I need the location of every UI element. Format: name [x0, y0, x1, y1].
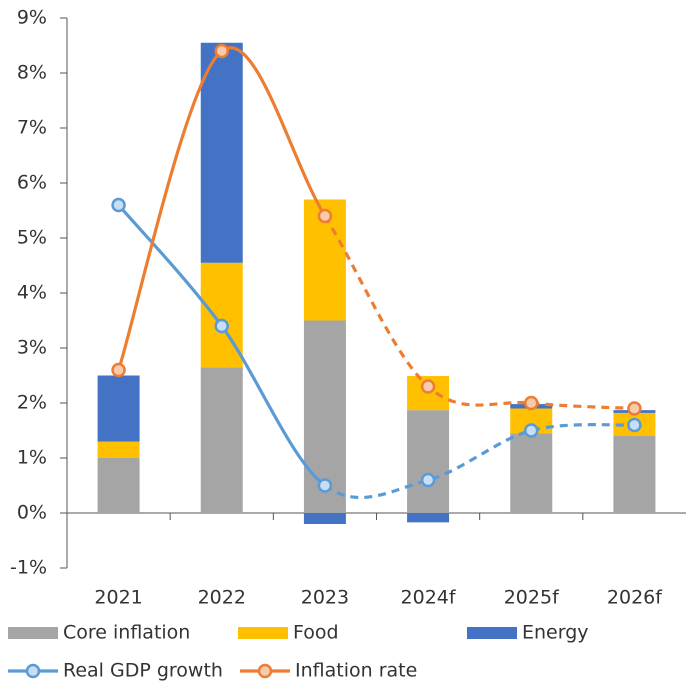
- y-tick-label: 7%: [17, 117, 47, 139]
- legend-swatch: [467, 627, 517, 639]
- bar-segment: [200, 42, 243, 263]
- x-tick-label: 2025f: [504, 587, 560, 609]
- legend-swatch: [8, 627, 58, 639]
- legend-label: Food: [293, 622, 339, 644]
- bar-segment: [303, 513, 346, 524]
- line-marker: [524, 423, 539, 438]
- line-series: [323, 215, 635, 411]
- y-tick-label: 0%: [17, 502, 47, 524]
- y-tick-label: 3%: [17, 337, 47, 359]
- y-tick-label: 4%: [17, 282, 47, 304]
- line-marker: [317, 478, 333, 493]
- bar-segment: [510, 433, 553, 513]
- line-marker: [214, 43, 229, 59]
- line-series: [323, 423, 635, 500]
- legend-label: Energy: [522, 622, 589, 644]
- bar-segment: [200, 262, 243, 368]
- bar-segment: [407, 513, 450, 523]
- y-tick-label: 1%: [17, 447, 47, 469]
- line-marker: [627, 401, 642, 416]
- line-marker: [627, 417, 642, 433]
- legend-label: Inflation rate: [295, 660, 417, 682]
- x-tick-label: 2024f: [401, 587, 457, 609]
- x-tick-label: 2026f: [607, 587, 663, 609]
- line-marker: [214, 318, 229, 334]
- x-tick-label: 2022: [198, 587, 246, 609]
- y-tick-label: 6%: [17, 172, 47, 194]
- bar-segment: [97, 441, 140, 458]
- bar-segment: [97, 375, 140, 442]
- bar-segment: [407, 410, 450, 513]
- legend-label: Core inflation: [63, 622, 190, 644]
- line-marker: [111, 197, 126, 213]
- x-tick-label: 2021: [94, 587, 142, 609]
- legend-marker: [257, 663, 273, 679]
- y-tick-label: -1%: [10, 557, 47, 579]
- legend-label: Real GDP growth: [63, 660, 223, 682]
- bar-segment: [97, 458, 140, 513]
- y-tick-label: 8%: [17, 62, 47, 84]
- y-tick-label: 9%: [17, 7, 47, 29]
- line-marker: [317, 208, 333, 224]
- bar-segment: [613, 436, 656, 513]
- y-tick-label: 2%: [17, 392, 47, 414]
- line-marker: [420, 379, 436, 394]
- bar-segment: [200, 367, 243, 513]
- legend-swatch: [238, 627, 288, 639]
- legend-marker: [25, 663, 41, 679]
- line-marker: [420, 472, 436, 488]
- y-tick-label: 5%: [17, 227, 47, 249]
- line-marker: [524, 395, 539, 411]
- line-marker: [111, 362, 126, 378]
- x-tick-label: 2023: [301, 587, 349, 609]
